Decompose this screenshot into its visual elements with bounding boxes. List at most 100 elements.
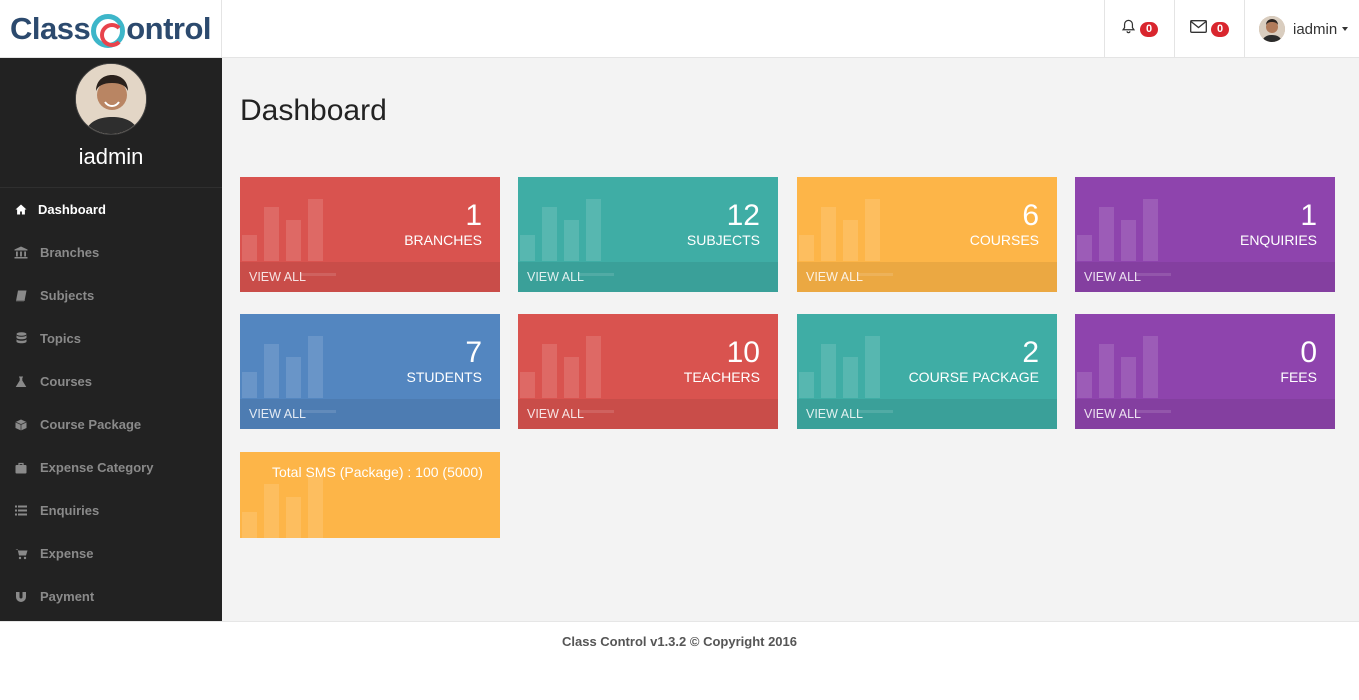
sidebar-item-label: Enquiries [40, 503, 100, 518]
sidebar-item-label: Branches [40, 245, 100, 260]
envelope-icon [1190, 20, 1207, 38]
view-all-link[interactable]: VIEW ALL [1075, 399, 1335, 429]
home-icon [14, 203, 28, 217]
tile-value: 0 [1300, 336, 1317, 369]
bell-icon [1121, 19, 1136, 39]
view-all-label: VIEW ALL [806, 407, 863, 421]
sidebar-item-payment[interactable]: Payment [0, 575, 222, 618]
cart-icon [14, 547, 28, 561]
sidebar-item-label: Topics [40, 331, 81, 346]
magnet-icon [14, 590, 28, 604]
footer-version: Class Control v1.3.2 [561, 634, 687, 649]
bank-icon [14, 246, 28, 260]
sidebar-item-expense[interactable]: Expense [0, 532, 222, 575]
sidebar-item-subjects[interactable]: Subjects [0, 274, 222, 317]
notifications-button[interactable]: 0 [1104, 0, 1174, 58]
chart-bars-icon [799, 199, 889, 261]
view-all-link[interactable]: VIEW ALL [797, 262, 1057, 292]
sidebar-item-label: Courses [40, 374, 93, 389]
logo-text-right: ontrol [126, 11, 212, 46]
database-icon [14, 332, 28, 346]
notifications-badge: 0 [1140, 21, 1158, 37]
user-menu[interactable]: iadmin [1244, 0, 1359, 58]
chart-bars-icon [1077, 199, 1167, 261]
username: iadmin [1293, 20, 1338, 38]
tile-label: COURSES [969, 232, 1039, 248]
tile-subjects: 12 SUBJECTS VIEW ALL [518, 177, 778, 292]
chart-bars-icon [1077, 336, 1167, 398]
tile-value: 1 [1300, 199, 1317, 232]
sidebar-item-label: Subjects [40, 288, 95, 303]
sidebar-item-label: Expense [40, 546, 94, 561]
view-all-label: VIEW ALL [249, 407, 306, 421]
tile-enquiries: 1 ENQUIRIES VIEW ALL [1075, 177, 1335, 292]
sidebar-item-expense-category[interactable]: Expense Category [0, 446, 222, 489]
profile-avatar [75, 63, 147, 135]
tile-courses: 6 COURSES VIEW ALL [797, 177, 1057, 292]
sidebar-item-dashboard[interactable]: Dashboard [0, 188, 222, 231]
tile-value: 10 [726, 336, 760, 369]
tile-branches: 1 BRANCHES VIEW ALL [240, 177, 500, 292]
chart-bars-icon [520, 199, 610, 261]
view-all-link[interactable]: VIEW ALL [240, 399, 500, 429]
tile-value: 7 [465, 336, 482, 369]
footer-copyright: © Copyright 2016 [689, 634, 797, 649]
chart-bars-icon [242, 476, 332, 538]
tile-value: 2 [1022, 336, 1039, 369]
logo-c-icon [91, 14, 126, 48]
tile-fees: 0 FEES VIEW ALL [1075, 314, 1335, 429]
sidebar-menu: Dashboard Branches Subjects Topics Cours… [0, 188, 222, 618]
logo-text-left: Class [10, 11, 91, 46]
tile-label: BRANCHES [404, 232, 482, 248]
tile-value: 1 [465, 199, 482, 232]
sidebar-item-courses[interactable]: Courses [0, 360, 222, 403]
sidebar-item-topics[interactable]: Topics [0, 317, 222, 360]
tile-label: STUDENTS [406, 369, 482, 385]
sidebar-item-label: Course Package [40, 417, 142, 432]
main-content: Dashboard 1 BRANCHES VIEW ALL 12 SUBJECT… [222, 58, 1359, 621]
view-all-link[interactable]: VIEW ALL [518, 262, 778, 292]
list-icon [14, 504, 28, 518]
sidebar-item-course-package[interactable]: Course Package [0, 403, 222, 446]
tile-label: FEES [1280, 369, 1317, 385]
caret-down-icon [1342, 27, 1349, 31]
footer: Class Control v1.3.2 © Copyright 2016 [0, 621, 1359, 700]
chart-bars-icon [520, 336, 610, 398]
tile-label: COURSE PACKAGE [908, 369, 1039, 385]
tile-sms-total: Total SMS (Package) : 100 (5000) [240, 452, 500, 538]
tile-students: 7 STUDENTS VIEW ALL [240, 314, 500, 429]
sidebar-profile: iadmin [0, 58, 222, 188]
sidebar-item-label: Payment [40, 589, 95, 604]
page-title: Dashboard [240, 94, 387, 127]
chart-bars-icon [242, 336, 332, 398]
tile-label: TEACHERS [683, 369, 760, 385]
profile-name: iadmin [78, 144, 144, 169]
tile-label: SUBJECTS [686, 232, 760, 248]
view-all-label: VIEW ALL [806, 270, 863, 284]
logo[interactable]: Class ontrol [0, 0, 222, 58]
tile-value: 6 [1022, 199, 1039, 232]
view-all-link[interactable]: VIEW ALL [240, 262, 500, 292]
tile-value: 12 [726, 199, 760, 232]
view-all-label: VIEW ALL [527, 270, 584, 284]
flask-icon [14, 375, 28, 389]
top-header: Class ontrol 0 0 iadmin [0, 0, 1359, 58]
chart-bars-icon [242, 199, 332, 261]
tile-label: ENQUIRIES [1239, 232, 1317, 248]
sidebar-item-label: Expense Category [40, 460, 154, 475]
sms-total-text: Total SMS (Package) : 100 (5000) [272, 464, 483, 480]
view-all-link[interactable]: VIEW ALL [1075, 262, 1335, 292]
view-all-link[interactable]: VIEW ALL [518, 399, 778, 429]
messages-button[interactable]: 0 [1174, 0, 1244, 58]
sidebar: iadmin Dashboard Branches Subjects Topic… [0, 58, 222, 621]
book-icon [14, 289, 28, 303]
view-all-label: VIEW ALL [249, 270, 306, 284]
sidebar-item-enquiries[interactable]: Enquiries [0, 489, 222, 532]
tile-course-package: 2 COURSE PACKAGE VIEW ALL [797, 314, 1057, 429]
sidebar-item-label: Dashboard [38, 202, 106, 217]
view-all-label: VIEW ALL [527, 407, 584, 421]
sidebar-item-branches[interactable]: Branches [0, 231, 222, 274]
view-all-link[interactable]: VIEW ALL [797, 399, 1057, 429]
avatar [1259, 16, 1285, 42]
briefcase-icon [14, 461, 28, 475]
